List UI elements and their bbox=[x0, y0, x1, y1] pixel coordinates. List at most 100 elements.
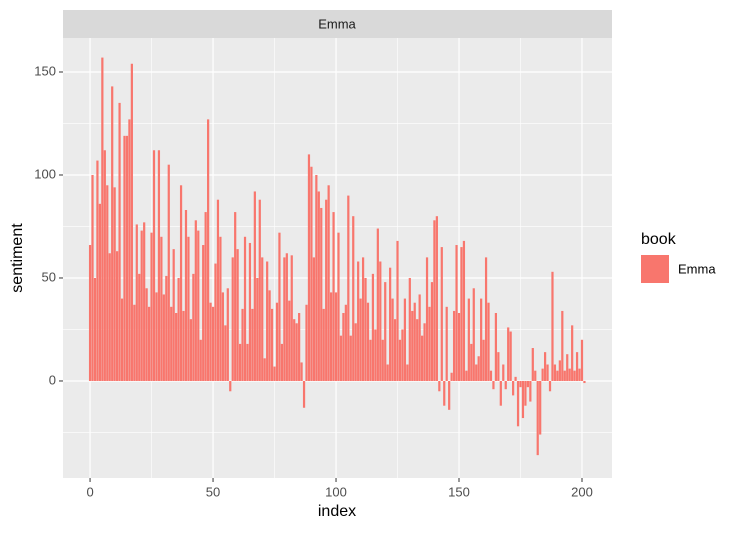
bar bbox=[548, 380, 552, 392]
bar bbox=[125, 135, 129, 381]
bar bbox=[475, 364, 478, 381]
bar bbox=[234, 212, 237, 381]
bar bbox=[580, 339, 584, 381]
bar bbox=[128, 119, 131, 381]
bar bbox=[534, 370, 537, 381]
bar bbox=[106, 185, 109, 381]
bar bbox=[261, 257, 264, 381]
bar bbox=[563, 370, 566, 381]
bar bbox=[298, 313, 301, 381]
bar bbox=[226, 288, 229, 381]
bar bbox=[352, 216, 355, 381]
bar bbox=[445, 306, 448, 381]
bar bbox=[342, 313, 345, 381]
bar bbox=[290, 255, 293, 381]
bar bbox=[270, 308, 274, 381]
bar bbox=[421, 335, 424, 381]
bar bbox=[320, 207, 323, 381]
bar bbox=[430, 282, 434, 381]
bar bbox=[167, 164, 170, 381]
bar bbox=[189, 319, 193, 381]
bar bbox=[207, 119, 210, 381]
bar bbox=[98, 203, 102, 381]
bar bbox=[263, 358, 266, 381]
bar bbox=[566, 354, 569, 381]
bar bbox=[514, 376, 517, 381]
bar bbox=[224, 325, 227, 381]
bar bbox=[219, 236, 222, 381]
bar bbox=[361, 257, 365, 381]
bar bbox=[541, 368, 544, 381]
bar bbox=[184, 210, 188, 381]
bar bbox=[152, 150, 156, 381]
bar bbox=[307, 154, 311, 381]
bar bbox=[293, 319, 296, 381]
bar bbox=[519, 380, 522, 388]
bar bbox=[389, 267, 392, 381]
bar bbox=[160, 236, 163, 381]
bar bbox=[165, 275, 168, 381]
bar bbox=[480, 298, 483, 381]
bar bbox=[199, 339, 202, 381]
x-tick-label: 100 bbox=[325, 484, 347, 499]
bar bbox=[88, 245, 92, 381]
bar bbox=[204, 212, 207, 381]
bar bbox=[411, 310, 414, 381]
bar bbox=[546, 364, 549, 381]
legend-title: book bbox=[641, 231, 677, 248]
bar bbox=[194, 220, 197, 381]
bar bbox=[334, 292, 338, 381]
bar bbox=[209, 302, 212, 381]
bar bbox=[288, 300, 291, 381]
bar bbox=[192, 273, 195, 381]
bar bbox=[583, 380, 586, 384]
legend-label: Emma bbox=[678, 261, 716, 276]
bar bbox=[470, 343, 473, 381]
bar bbox=[283, 257, 286, 381]
bar bbox=[472, 288, 475, 381]
bar bbox=[280, 343, 284, 381]
x-axis-title: index bbox=[318, 503, 356, 520]
bar bbox=[539, 380, 542, 435]
bar bbox=[266, 261, 269, 381]
bar bbox=[371, 273, 375, 381]
bar bbox=[108, 253, 111, 381]
bar bbox=[170, 306, 173, 381]
bar bbox=[423, 323, 426, 381]
bar bbox=[300, 362, 303, 381]
bar bbox=[315, 174, 318, 381]
bar bbox=[243, 236, 247, 381]
bar bbox=[322, 308, 325, 381]
bar bbox=[349, 335, 352, 381]
facet-strip bbox=[63, 10, 612, 38]
bar bbox=[236, 249, 239, 381]
bar bbox=[364, 277, 367, 381]
bar bbox=[416, 319, 419, 381]
bar bbox=[460, 247, 463, 381]
bar bbox=[155, 292, 158, 381]
bar bbox=[556, 370, 559, 381]
bar bbox=[202, 245, 205, 381]
bar bbox=[96, 160, 99, 381]
bar bbox=[492, 380, 495, 390]
bar bbox=[329, 292, 333, 381]
bar bbox=[140, 230, 143, 381]
bar bbox=[172, 249, 175, 381]
bar bbox=[413, 302, 416, 381]
bar bbox=[258, 199, 261, 381]
x-tick-label: 0 bbox=[86, 484, 93, 499]
bar bbox=[157, 150, 161, 381]
bar bbox=[462, 240, 466, 381]
bar bbox=[403, 298, 407, 381]
bar bbox=[339, 335, 343, 381]
bar bbox=[145, 288, 148, 381]
bar bbox=[229, 380, 232, 392]
bar bbox=[494, 313, 498, 381]
bar bbox=[118, 102, 121, 381]
bar bbox=[477, 356, 480, 381]
bar bbox=[138, 273, 141, 381]
bar bbox=[354, 323, 357, 381]
bar bbox=[507, 327, 510, 381]
bar bbox=[465, 370, 468, 381]
bar bbox=[133, 304, 136, 381]
